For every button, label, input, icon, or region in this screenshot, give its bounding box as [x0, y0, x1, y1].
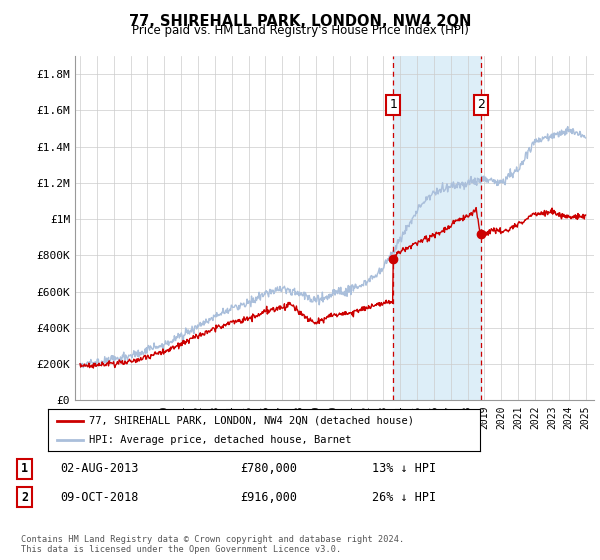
- Text: Contains HM Land Registry data © Crown copyright and database right 2024.
This d: Contains HM Land Registry data © Crown c…: [21, 535, 404, 554]
- Text: £916,000: £916,000: [240, 491, 297, 504]
- Text: 2: 2: [21, 491, 28, 504]
- Text: 26% ↓ HPI: 26% ↓ HPI: [372, 491, 436, 504]
- Text: 09-OCT-2018: 09-OCT-2018: [60, 491, 139, 504]
- Text: 77, SHIREHALL PARK, LONDON, NW4 2QN: 77, SHIREHALL PARK, LONDON, NW4 2QN: [129, 14, 471, 29]
- Text: 1: 1: [389, 99, 397, 111]
- Text: HPI: Average price, detached house, Barnet: HPI: Average price, detached house, Barn…: [89, 435, 352, 445]
- Text: 02-AUG-2013: 02-AUG-2013: [60, 462, 139, 475]
- Text: 1: 1: [21, 462, 28, 475]
- Text: 13% ↓ HPI: 13% ↓ HPI: [372, 462, 436, 475]
- Text: £780,000: £780,000: [240, 462, 297, 475]
- Text: 2: 2: [476, 99, 485, 111]
- Text: 77, SHIREHALL PARK, LONDON, NW4 2QN (detached house): 77, SHIREHALL PARK, LONDON, NW4 2QN (det…: [89, 416, 414, 426]
- Bar: [393, 56, 481, 400]
- Text: Price paid vs. HM Land Registry's House Price Index (HPI): Price paid vs. HM Land Registry's House …: [131, 24, 469, 37]
